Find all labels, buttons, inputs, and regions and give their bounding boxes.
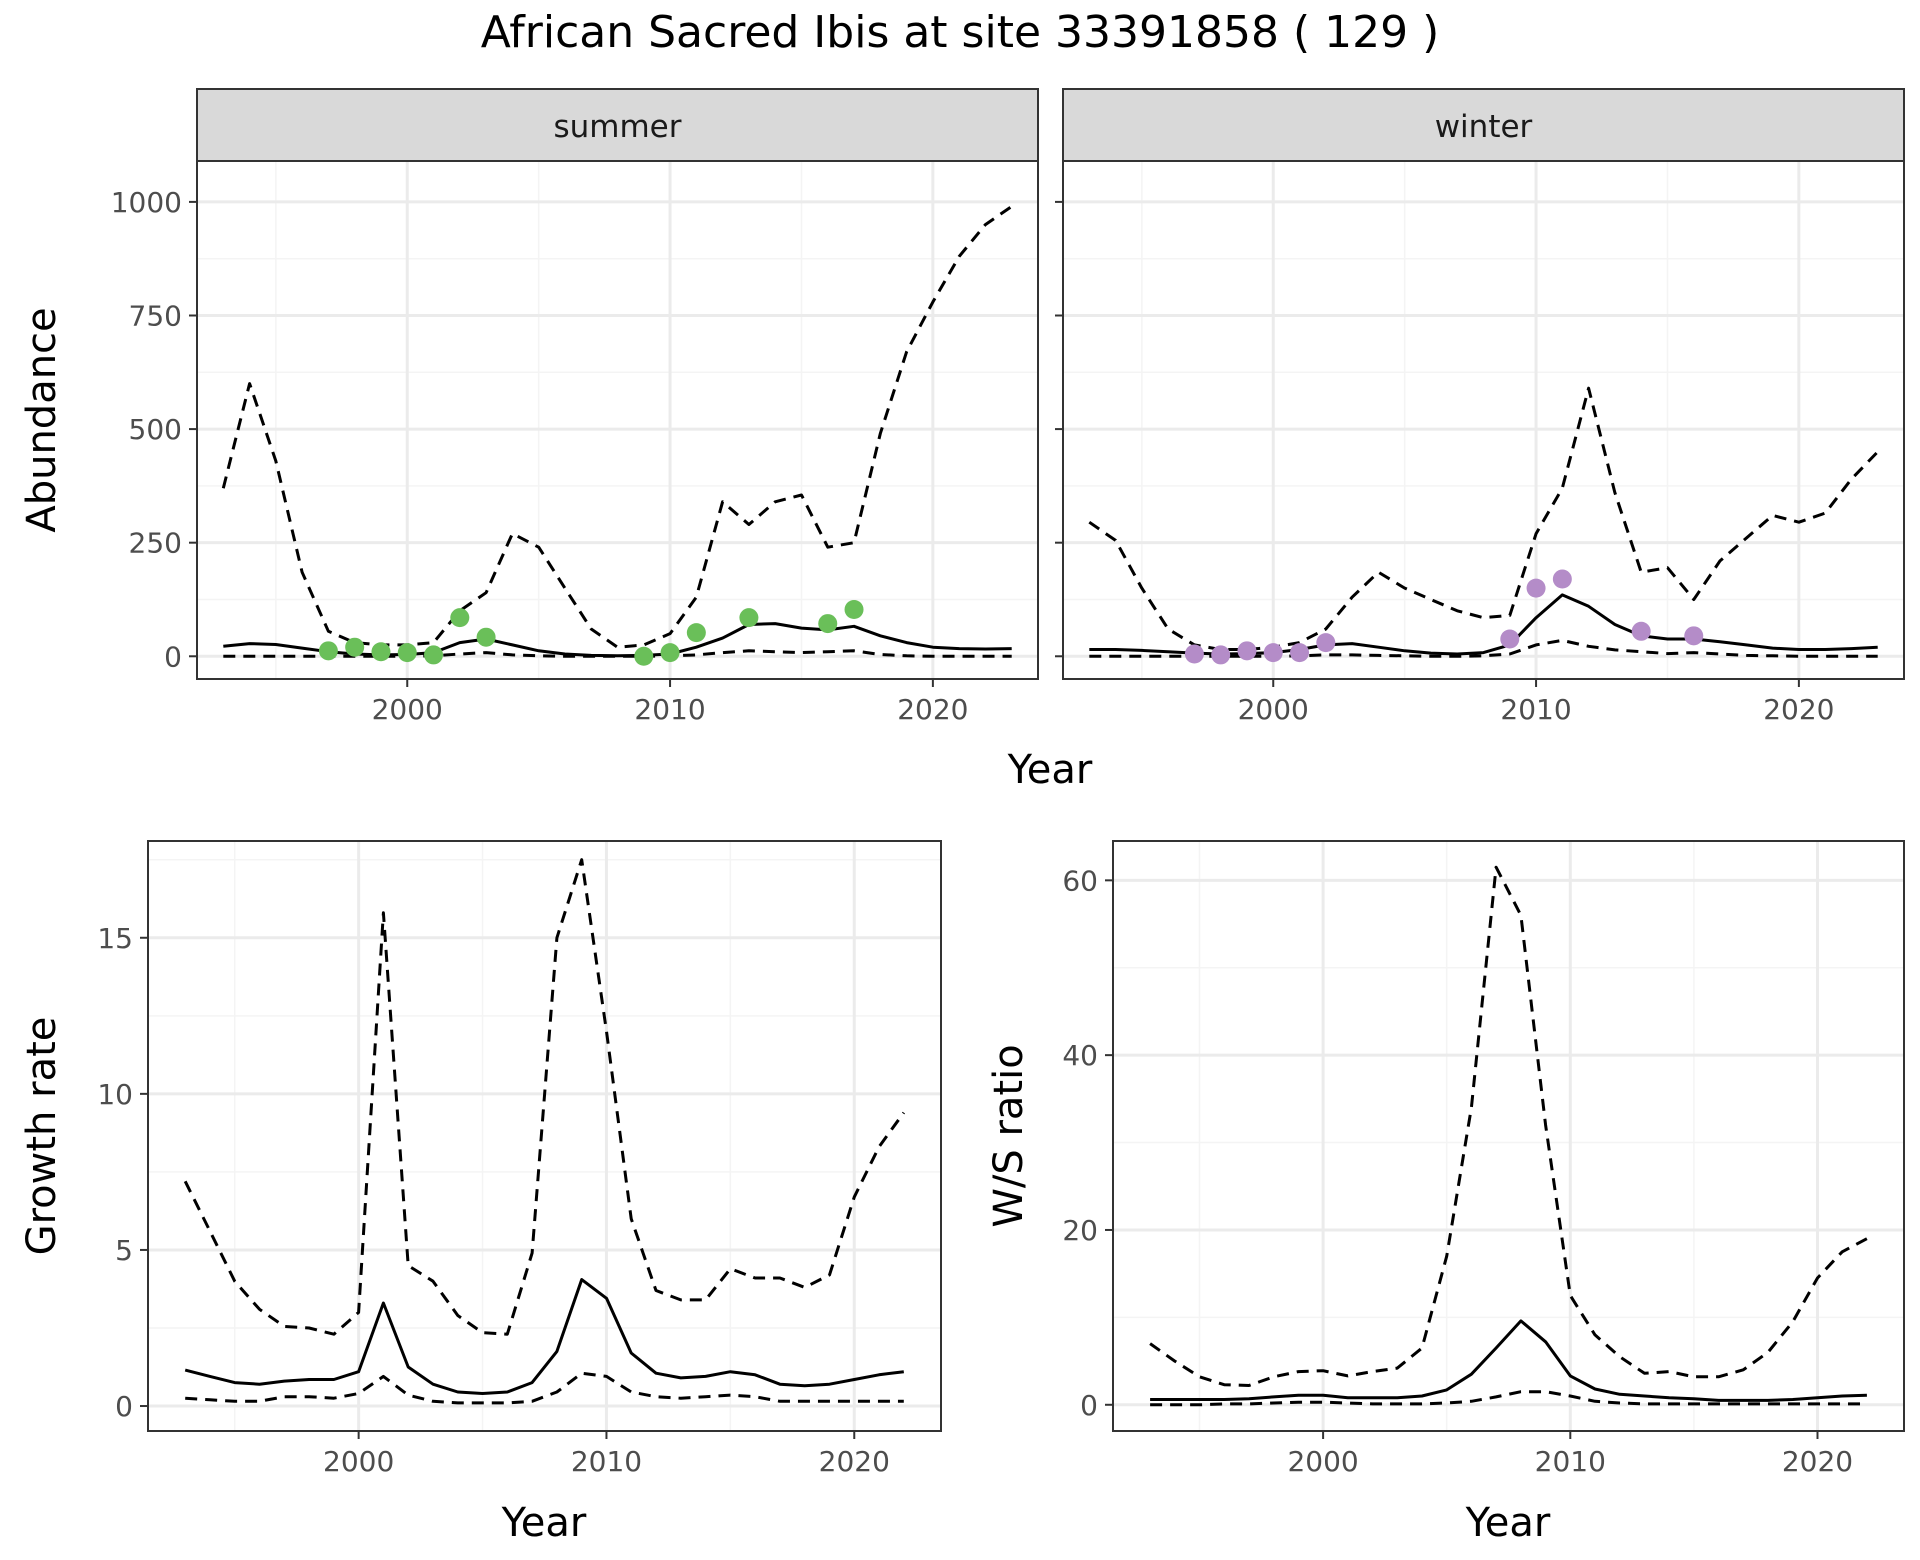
estimate-line [1150,1319,1867,1402]
y-tick-label: 0 [164,640,182,673]
growth-series [183,858,906,1405]
ratio-gridlines [1113,841,1904,1431]
observed-point [1684,626,1704,646]
observed-point [397,643,417,663]
y-tick-label: 1000 [111,186,182,219]
observed-point [450,608,470,628]
observed-point [634,646,654,666]
strip-winter-background [1062,88,1905,162]
observed-point [476,627,496,647]
interval-line [1088,386,1879,651]
interval-line [183,858,906,1336]
estimate-line [1089,593,1878,656]
summer-gridlines [197,161,1038,679]
winter-plot-border [1062,160,1905,680]
observed-point [818,614,838,634]
observed-point [1184,644,1204,664]
x-tick-label: 2010 [571,1445,642,1478]
top-y-axis-title: Abundance [19,307,65,532]
x-tick-label: 2000 [372,693,443,726]
growth-plot-border [147,840,942,1432]
observed-point [1263,643,1283,663]
observed-point [660,643,680,663]
chart-title: African Sacred Ibis at site 33391858 ( 1… [481,7,1439,58]
growth-y-axis-title: Growth rate [19,1017,65,1256]
y-tick-label: 750 [129,299,182,332]
observed-point [1237,641,1257,661]
interval-line [185,1371,904,1405]
ratio-x-axis-title: Year [1465,1500,1551,1546]
observed-point [345,637,365,657]
observed-point [1316,633,1336,653]
observed-point [1552,569,1572,589]
observed-point [1500,629,1520,649]
growth-gridlines [148,841,941,1431]
y-tick-label: 0 [115,1390,133,1423]
interval-line [221,205,1013,649]
y-tick-label: 250 [129,527,182,560]
growth-x-axis-title: Year [501,1500,587,1546]
summer-series [221,205,1013,666]
x-tick-label: 2000 [323,1445,394,1478]
y-tick-label: 5 [115,1234,133,1267]
panel-summer: summer 2000 2010 2020 0 250 500 750 1000 [111,88,1039,726]
estimate-line [223,622,1012,658]
observed-point [739,608,759,628]
strip-summer-background [196,88,1039,162]
observed-point [686,623,706,643]
observed-point [844,599,864,619]
y-tick-label: 15 [97,922,133,955]
observed-point [1526,578,1546,598]
y-tick-label: 10 [97,1078,133,1111]
x-tick-label: 2020 [897,693,968,726]
observed-point [1631,621,1651,641]
y-tick-label: 60 [1062,864,1098,897]
summer-plot-border [196,160,1039,680]
x-tick-label: 2020 [819,1445,890,1478]
strip-summer-label: summer [553,109,681,145]
growth-axis-ticks: 2000 2010 2020 0 5 10 15 [97,922,890,1478]
ratio-y-axis-title: W/S ratio [986,1044,1032,1227]
winter-gridlines [1063,161,1904,679]
strip-winter-label: winter [1435,109,1533,145]
panel-ws-ratio: 2000 2010 2020 0 20 40 60 Year W/S ratio [986,840,1905,1546]
interval-line [1149,865,1868,1387]
ratio-axis-ticks: 2000 2010 2020 0 20 40 60 [1062,864,1853,1478]
x-tick-label: 2000 [1287,1445,1358,1478]
y-tick-label: 0 [1080,1389,1098,1422]
ratio-series [1149,865,1868,1407]
panel-winter: winter 2000 2010 2020 [1055,88,1905,726]
observed-point [1290,643,1310,663]
y-tick-label: 500 [129,413,182,446]
summer-axis-ticks: 2000 2010 2020 0 250 500 750 1000 [111,186,969,726]
observed-point [1211,645,1231,665]
observed-point [424,645,444,665]
ratio-plot-border [1112,840,1905,1432]
winter-series [1088,386,1879,665]
observed-point [318,641,338,661]
winter-axis-ticks: 2000 2010 2020 [1055,200,1835,726]
x-tick-label: 2020 [1763,693,1834,726]
y-tick-label: 20 [1062,1214,1098,1247]
panel-growth-rate: 2000 2010 2020 0 5 10 15 Year Growth rate [19,840,942,1546]
y-tick-label: 40 [1062,1039,1098,1072]
x-tick-label: 2010 [634,693,705,726]
x-tick-label: 2010 [1500,693,1571,726]
x-tick-label: 2010 [1535,1445,1606,1478]
estimate-line [184,1278,904,1395]
top-x-axis-title: Year [1007,747,1093,793]
observed-point [371,642,391,662]
x-tick-label: 2020 [1782,1445,1853,1478]
x-tick-label: 2000 [1238,693,1309,726]
